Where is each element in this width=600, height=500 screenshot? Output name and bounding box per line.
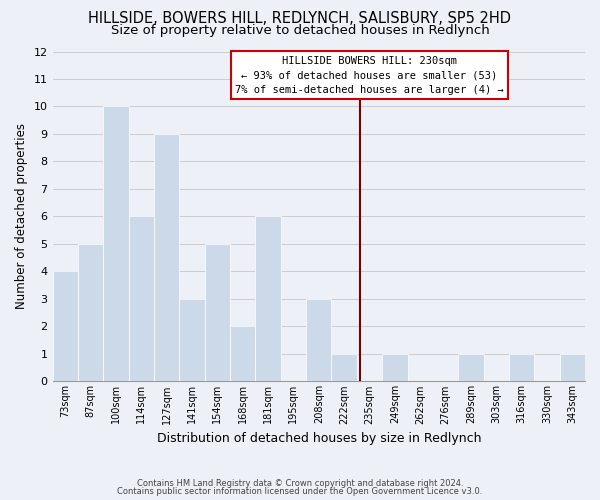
Bar [306, 299, 331, 382]
X-axis label: Distribution of detached houses by size in Redlynch: Distribution of detached houses by size … [157, 432, 481, 445]
Bar [128, 216, 154, 382]
Bar [509, 354, 534, 382]
Bar [205, 244, 230, 382]
Bar [560, 354, 585, 382]
Text: Contains HM Land Registry data © Crown copyright and database right 2024.: Contains HM Land Registry data © Crown c… [137, 478, 463, 488]
Bar [154, 134, 179, 382]
Text: HILLSIDE, BOWERS HILL, REDLYNCH, SALISBURY, SP5 2HD: HILLSIDE, BOWERS HILL, REDLYNCH, SALISBU… [89, 11, 511, 26]
Bar [230, 326, 256, 382]
Bar [331, 354, 357, 382]
Bar [53, 272, 78, 382]
Text: Contains public sector information licensed under the Open Government Licence v3: Contains public sector information licen… [118, 487, 482, 496]
Bar [78, 244, 103, 382]
Bar [103, 106, 128, 382]
Text: HILLSIDE BOWERS HILL: 230sqm
← 93% of detached houses are smaller (53)
7% of sem: HILLSIDE BOWERS HILL: 230sqm ← 93% of de… [235, 56, 504, 95]
Bar [256, 216, 281, 382]
Text: Size of property relative to detached houses in Redlynch: Size of property relative to detached ho… [110, 24, 490, 37]
Bar [458, 354, 484, 382]
Bar [179, 299, 205, 382]
Y-axis label: Number of detached properties: Number of detached properties [15, 124, 28, 310]
Bar [382, 354, 407, 382]
